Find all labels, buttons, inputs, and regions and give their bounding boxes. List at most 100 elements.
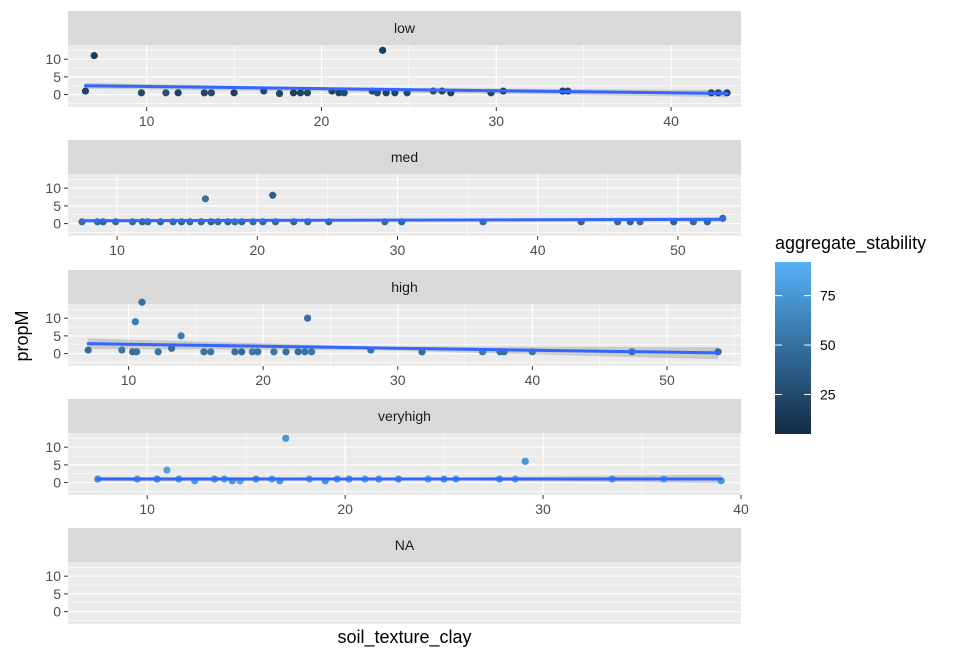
data-point <box>200 89 208 97</box>
data-point <box>131 318 139 326</box>
data-point <box>238 348 246 356</box>
data-point <box>207 89 215 97</box>
x-tick-label: 10 <box>121 372 137 388</box>
data-point <box>275 89 284 98</box>
data-point <box>254 348 262 356</box>
data-point <box>154 348 162 356</box>
data-point <box>138 298 146 306</box>
x-tick-label: 10 <box>139 113 155 129</box>
y-tick-label: 10 <box>45 180 61 196</box>
data-point <box>289 89 298 97</box>
y-tick-label: 0 <box>53 87 61 103</box>
facet-panel-veryhigh: veryhigh 0 5 10 10 20 30 40 <box>45 399 749 517</box>
legend-colorbar <box>775 262 811 434</box>
y-tick-label: 0 <box>53 475 61 491</box>
data-point <box>521 457 529 465</box>
x-axis-title: soil_texture_clay <box>337 627 471 648</box>
facet-panel-NA: NA 0 5 10 <box>45 528 741 624</box>
y-tick-label: 0 <box>53 216 61 232</box>
data-point <box>174 89 182 97</box>
x-tick-label: 20 <box>314 113 330 129</box>
facet-strip-label: NA <box>395 537 415 553</box>
smooth-line <box>80 217 725 223</box>
data-point <box>303 89 312 97</box>
x-tick-label: 30 <box>535 501 551 517</box>
x-tick-label: 50 <box>670 242 686 258</box>
data-point <box>248 348 257 356</box>
y-tick-label: 5 <box>53 586 61 602</box>
panel-background <box>68 174 741 236</box>
data-point <box>270 348 278 356</box>
y-tick-label: 10 <box>45 51 61 67</box>
y-tick-label: 10 <box>45 310 61 326</box>
data-point <box>200 348 208 356</box>
facet-panel-med: med 0 5 10 10 20 30 40 50 <box>45 140 741 258</box>
legend-break-label: 25 <box>820 386 836 402</box>
facet-strip <box>68 270 741 304</box>
legend-break-label: 75 <box>820 288 836 304</box>
facet-strip-label: med <box>391 149 418 165</box>
data-point <box>137 89 146 97</box>
facet-strip-label: low <box>394 20 416 36</box>
data-point <box>207 348 215 356</box>
x-tick-label: 30 <box>390 372 406 388</box>
x-tick-label: 30 <box>488 113 504 129</box>
y-tick-label: 10 <box>45 439 61 455</box>
data-point <box>303 314 312 322</box>
legend-break-label: 50 <box>820 337 836 353</box>
data-point <box>90 52 98 60</box>
x-tick-label: 40 <box>525 372 541 388</box>
x-tick-label: 20 <box>255 372 271 388</box>
facet-strip <box>68 399 741 433</box>
legend-title: aggregate_stability <box>775 233 926 254</box>
y-tick-label: 0 <box>53 346 61 362</box>
data-point <box>231 348 239 356</box>
data-point <box>335 89 343 97</box>
facet-strip <box>68 11 741 45</box>
facet-strip <box>68 140 741 174</box>
data-point <box>81 87 90 95</box>
data-point <box>282 434 290 442</box>
x-tick-label: 40 <box>663 113 679 129</box>
smooth-line <box>86 342 720 355</box>
x-tick-label: 10 <box>139 501 155 517</box>
y-tick-label: 0 <box>53 604 61 620</box>
data-point <box>118 346 126 354</box>
data-point <box>382 89 390 97</box>
y-axis-title: propM <box>12 310 32 361</box>
facet-panel-low: low 0 5 10 10 20 30 40 <box>45 11 741 129</box>
smooth-line <box>83 84 729 96</box>
panel-background <box>68 562 741 624</box>
data-point <box>308 348 316 356</box>
data-point <box>340 89 348 97</box>
x-tick-label: 20 <box>249 242 265 258</box>
facet-panel-high: high 0 5 10 10 20 30 40 50 <box>45 270 741 388</box>
data-point <box>230 89 238 97</box>
data-point <box>296 89 305 97</box>
panel-background <box>68 45 741 107</box>
data-point <box>84 346 92 354</box>
x-tick-label: 40 <box>733 501 749 517</box>
y-tick-label: 5 <box>53 69 61 85</box>
data-point <box>201 195 210 203</box>
x-tick-label: 20 <box>337 501 353 517</box>
data-point <box>177 332 185 340</box>
panel-background <box>68 433 741 495</box>
data-point <box>163 466 171 474</box>
x-tick-label: 30 <box>390 242 406 258</box>
data-point <box>301 348 309 356</box>
facet-strip-label: high <box>391 279 417 295</box>
facet-strip-label: veryhigh <box>378 408 431 424</box>
x-tick-label: 10 <box>109 242 125 258</box>
legend: aggregate_stability 25 50 75 <box>775 233 926 434</box>
data-point <box>391 89 399 97</box>
data-point <box>269 191 277 199</box>
x-tick-label: 50 <box>659 372 675 388</box>
facet-strip <box>68 528 741 562</box>
y-tick-label: 5 <box>53 457 61 473</box>
x-tick-label: 40 <box>530 242 546 258</box>
data-point <box>373 89 382 97</box>
y-tick-label: 10 <box>45 568 61 584</box>
